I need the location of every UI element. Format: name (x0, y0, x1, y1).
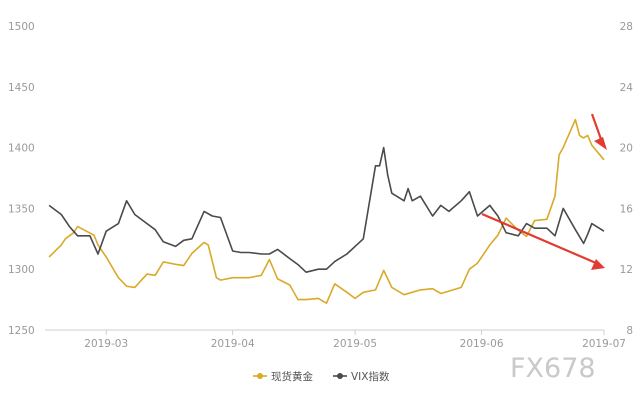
x-tick-label: 2019-03 (84, 338, 128, 350)
arrow-vix-head-icon (591, 259, 605, 270)
y-left-tick-label: 1500 (8, 21, 35, 33)
x-tick-label: 2019-04 (211, 338, 255, 350)
y-left-tick-label: 1350 (8, 203, 35, 215)
legend-swatch-dot-icon (337, 373, 343, 379)
legend-label: 现货黄金 (271, 370, 313, 383)
y-left-tick-label: 1400 (8, 143, 35, 155)
legend-swatch-dot-icon (257, 373, 263, 379)
y-right-tick-label: 12 (620, 264, 633, 276)
arrow-gold-line (590, 113, 604, 143)
series-line-vix (48, 146, 605, 274)
y-right-tick-label: 8 (626, 325, 633, 337)
legend: 现货黄金 VIX指数 (253, 370, 390, 383)
x-tick-label: 2019-05 (333, 338, 377, 350)
y-left-tick-label: 1250 (8, 325, 35, 337)
series-line-gold (48, 118, 605, 305)
y-left-tick-label: 1450 (8, 82, 35, 94)
watermark: FX678 (510, 353, 596, 384)
x-tick-label: 2019-07 (582, 338, 626, 350)
y-right-tick-label: 16 (620, 203, 634, 215)
y-left-tick-label: 1300 (8, 264, 35, 276)
arrow-vix-line (481, 212, 597, 265)
y-right-tick-label: 28 (620, 21, 633, 33)
x-tick-label: 2019-06 (460, 338, 504, 350)
y-right-tick-label: 20 (620, 143, 633, 155)
arrow-gold-head-icon (594, 137, 607, 150)
legend-label: VIX指数 (351, 370, 390, 383)
y-right-tick-label: 24 (620, 82, 634, 94)
